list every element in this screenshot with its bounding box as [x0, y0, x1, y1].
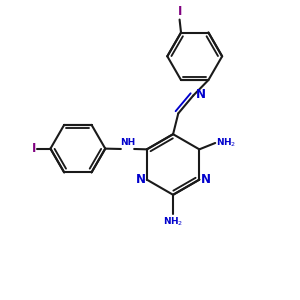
Text: N: N [201, 173, 211, 186]
Text: I: I [177, 4, 182, 17]
Text: NH$_2$: NH$_2$ [216, 137, 237, 149]
Text: NH$_2$: NH$_2$ [163, 216, 183, 228]
Text: NH: NH [120, 138, 135, 147]
Text: N: N [196, 88, 206, 100]
Text: I: I [32, 142, 36, 155]
Text: N: N [135, 173, 146, 186]
